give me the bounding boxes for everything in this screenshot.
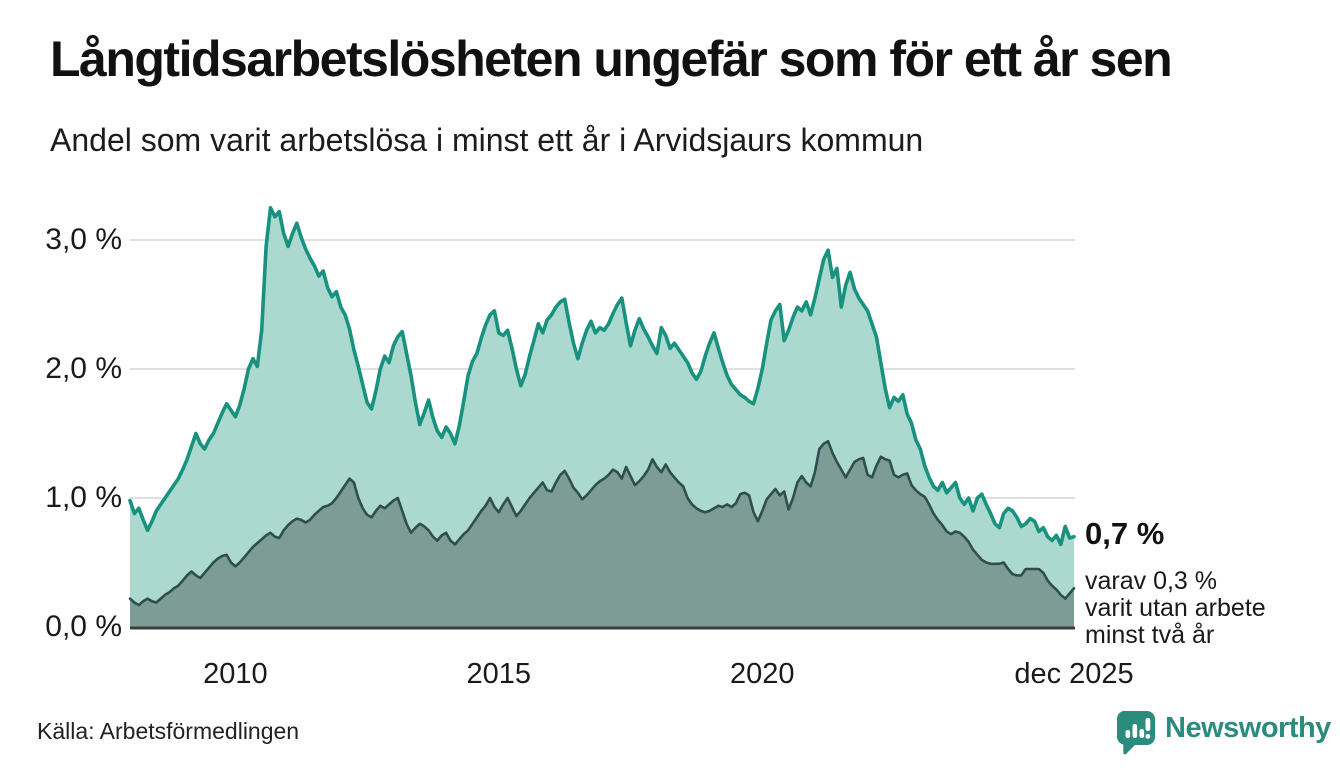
page-subtitle: Andel som varit arbetslösa i minst ett å… bbox=[50, 122, 924, 158]
annotation-detail-line: varit utan arbete bbox=[1085, 594, 1266, 622]
y-tick-label: 2,0 % bbox=[45, 352, 122, 385]
x-tick-label: 2010 bbox=[203, 658, 268, 690]
latest-value-label: 0,7 % bbox=[1085, 516, 1165, 551]
latest-value-annotation: 0,7 % varav 0,3 % varit utan arbete mins… bbox=[1085, 516, 1335, 649]
newsworthy-logo: Newsworthy bbox=[1116, 710, 1331, 756]
annotation-detail-line: varav 0,3 % bbox=[1085, 567, 1218, 595]
x-tick-label: dec 2025 bbox=[1014, 658, 1134, 690]
y-tick-label: 1,0 % bbox=[45, 481, 122, 514]
x-tick-label: 2015 bbox=[466, 658, 532, 690]
source-note: Källa: Arbetsförmedlingen bbox=[37, 718, 300, 744]
page-title: Långtidsarbetslösheten ungefär som för e… bbox=[50, 31, 1173, 87]
y-tick-label: 3,0 % bbox=[45, 223, 122, 256]
x-tick-label: 2020 bbox=[729, 658, 795, 690]
y-tick-label: 0,0 % bbox=[45, 610, 122, 643]
newsworthy-logo-text: Newsworthy bbox=[1165, 712, 1331, 744]
latest-value-detail: varav 0,3 % varit utan arbete minst två … bbox=[1085, 568, 1335, 649]
newsworthy-logo-icon bbox=[1117, 710, 1155, 755]
annotation-detail-line: minst två år bbox=[1085, 621, 1215, 649]
